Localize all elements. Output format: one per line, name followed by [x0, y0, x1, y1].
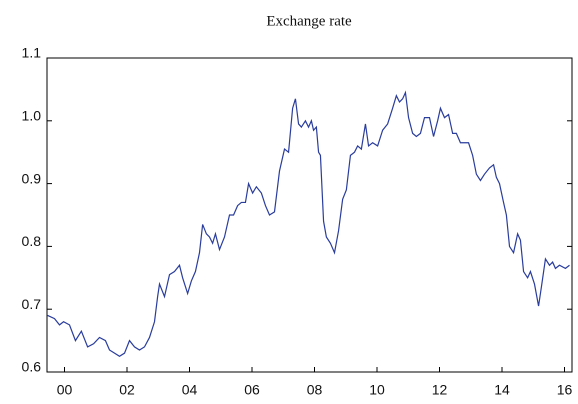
- y-tick-label: 1.0: [22, 108, 42, 124]
- x-tick-label: 04: [182, 382, 198, 398]
- x-tick-label: 14: [494, 382, 510, 398]
- y-tick-label: 0.6: [22, 359, 42, 375]
- y-tick-label: 0.7: [22, 296, 42, 312]
- y-tick-label: 1.1: [22, 45, 42, 61]
- x-tick-label: 16: [557, 382, 573, 398]
- x-tick-label: 10: [369, 382, 385, 398]
- x-tick-label: 08: [307, 382, 323, 398]
- y-tick-label: 0.9: [22, 170, 42, 186]
- x-tick-label: 00: [57, 382, 73, 398]
- data-line: [47, 90, 570, 358]
- x-tick-label: 12: [432, 382, 448, 398]
- x-tick-label: 06: [244, 382, 260, 398]
- y-tick-label: 0.8: [22, 233, 42, 249]
- x-tick-label: 02: [119, 382, 135, 398]
- chart-title: Exchange rate: [266, 13, 352, 29]
- plot-frame: [46, 57, 573, 373]
